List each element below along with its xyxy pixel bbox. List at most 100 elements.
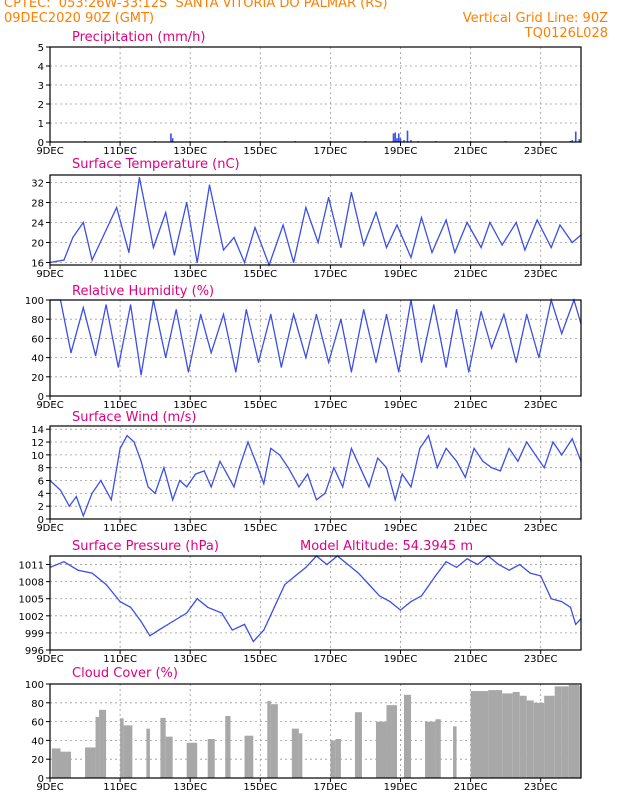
data-point bbox=[378, 595, 381, 597]
chart-title: Surface Pressure (hPa) bbox=[72, 539, 219, 554]
x-tick-label: 9DEC bbox=[36, 782, 63, 793]
data-point bbox=[420, 216, 423, 219]
x-tick-label: 9DEC bbox=[36, 400, 63, 411]
data-point bbox=[410, 256, 412, 259]
data-point bbox=[105, 304, 107, 306]
data-point bbox=[82, 515, 84, 517]
x-tick-label: 21DEC bbox=[454, 146, 488, 157]
data-point bbox=[491, 347, 493, 349]
cloud-cover-bar bbox=[470, 691, 489, 778]
series-line bbox=[49, 555, 582, 643]
cloud-cover-bar bbox=[425, 721, 436, 778]
data-point bbox=[464, 476, 466, 478]
data-point bbox=[117, 366, 119, 368]
data-point bbox=[498, 563, 500, 566]
cloud-cover-bar bbox=[225, 715, 231, 778]
data-point bbox=[256, 463, 258, 466]
cloud-cover-bar bbox=[579, 685, 581, 778]
y-tick-label: 24 bbox=[31, 219, 44, 230]
x-tick-label: 15DEC bbox=[243, 146, 277, 157]
data-point bbox=[149, 635, 151, 637]
cloud-cover-bar bbox=[561, 686, 569, 778]
data-point bbox=[105, 229, 107, 231]
y-tick-label: 8 bbox=[38, 464, 44, 475]
y-tick-label: 4 bbox=[38, 489, 44, 500]
data-point bbox=[140, 374, 142, 376]
y-tick-label: 100 bbox=[25, 296, 44, 307]
x-tick-label: 21DEC bbox=[454, 523, 488, 534]
data-point bbox=[165, 211, 167, 214]
data-point bbox=[368, 486, 370, 488]
precip-bar bbox=[392, 133, 395, 142]
precip-bar bbox=[171, 138, 174, 142]
data-point bbox=[445, 366, 447, 368]
y-tick-label: 2 bbox=[38, 100, 44, 111]
y-tick-label: 3 bbox=[38, 81, 44, 92]
data-point bbox=[385, 246, 388, 249]
cloud-cover-bar bbox=[533, 702, 545, 778]
x-tick-label: 21DEC bbox=[454, 782, 488, 793]
data-point bbox=[398, 371, 400, 373]
data-point bbox=[455, 460, 458, 462]
data-point bbox=[186, 201, 188, 204]
data-point bbox=[508, 569, 510, 571]
data-point bbox=[68, 505, 70, 507]
data-point bbox=[515, 361, 517, 363]
data-point bbox=[575, 623, 577, 625]
cloud-cover-bar bbox=[95, 716, 100, 778]
data-point bbox=[221, 612, 223, 614]
data-point bbox=[222, 249, 225, 251]
data-point bbox=[147, 486, 149, 488]
cloud-cover-bar bbox=[453, 726, 457, 778]
cloud-cover-bar bbox=[488, 690, 503, 778]
x-tick-label: 23DEC bbox=[524, 782, 558, 793]
x-tick-label: 11DEC bbox=[103, 523, 137, 534]
data-point bbox=[173, 254, 176, 256]
data-point bbox=[455, 566, 458, 568]
header-code: TQ0126L028 bbox=[524, 26, 608, 41]
data-point bbox=[466, 558, 468, 560]
data-point bbox=[298, 486, 300, 488]
x-tick-label: 23DEC bbox=[524, 146, 558, 157]
cloud-cover-bar bbox=[544, 695, 555, 778]
chart-title: Relative Humidity (%) bbox=[72, 284, 214, 299]
x-tick-label: 19DEC bbox=[384, 654, 418, 665]
data-point bbox=[389, 600, 391, 603]
cloud-cover-bar bbox=[330, 740, 336, 778]
data-point bbox=[233, 486, 235, 488]
data-point bbox=[328, 361, 330, 363]
data-point bbox=[419, 447, 421, 450]
data-point bbox=[399, 609, 402, 611]
data-point bbox=[243, 261, 246, 264]
data-point bbox=[119, 447, 121, 450]
data-point bbox=[526, 313, 528, 315]
x-tick-label: 17DEC bbox=[314, 400, 348, 411]
data-point bbox=[350, 371, 353, 373]
x-tick-label: 19DEC bbox=[384, 269, 418, 280]
data-point bbox=[534, 454, 537, 456]
y-tick-label: 40 bbox=[31, 354, 44, 365]
data-point bbox=[222, 313, 225, 315]
data-point bbox=[454, 251, 456, 254]
series-line bbox=[50, 297, 582, 376]
data-point bbox=[292, 261, 295, 264]
y-tick-label: 16 bbox=[31, 259, 44, 270]
x-tick-label: 23DEC bbox=[524, 523, 558, 534]
data-point bbox=[231, 629, 233, 631]
data-point bbox=[59, 489, 62, 491]
cloud-cover-bar bbox=[60, 751, 72, 778]
x-tick-label: 11DEC bbox=[103, 654, 137, 665]
data-point bbox=[491, 467, 493, 469]
y-tick-label: 60 bbox=[31, 334, 44, 345]
data-point bbox=[375, 211, 377, 214]
data-point bbox=[473, 447, 475, 450]
data-point bbox=[235, 371, 237, 373]
y-tick-label: 20 bbox=[31, 755, 44, 766]
data-point bbox=[501, 244, 503, 246]
data-point bbox=[133, 441, 135, 443]
cloud-cover-bar bbox=[123, 725, 133, 778]
x-tick-label: 17DEC bbox=[314, 269, 348, 280]
data-point bbox=[455, 309, 458, 311]
x-tick-label: 13DEC bbox=[173, 146, 207, 157]
